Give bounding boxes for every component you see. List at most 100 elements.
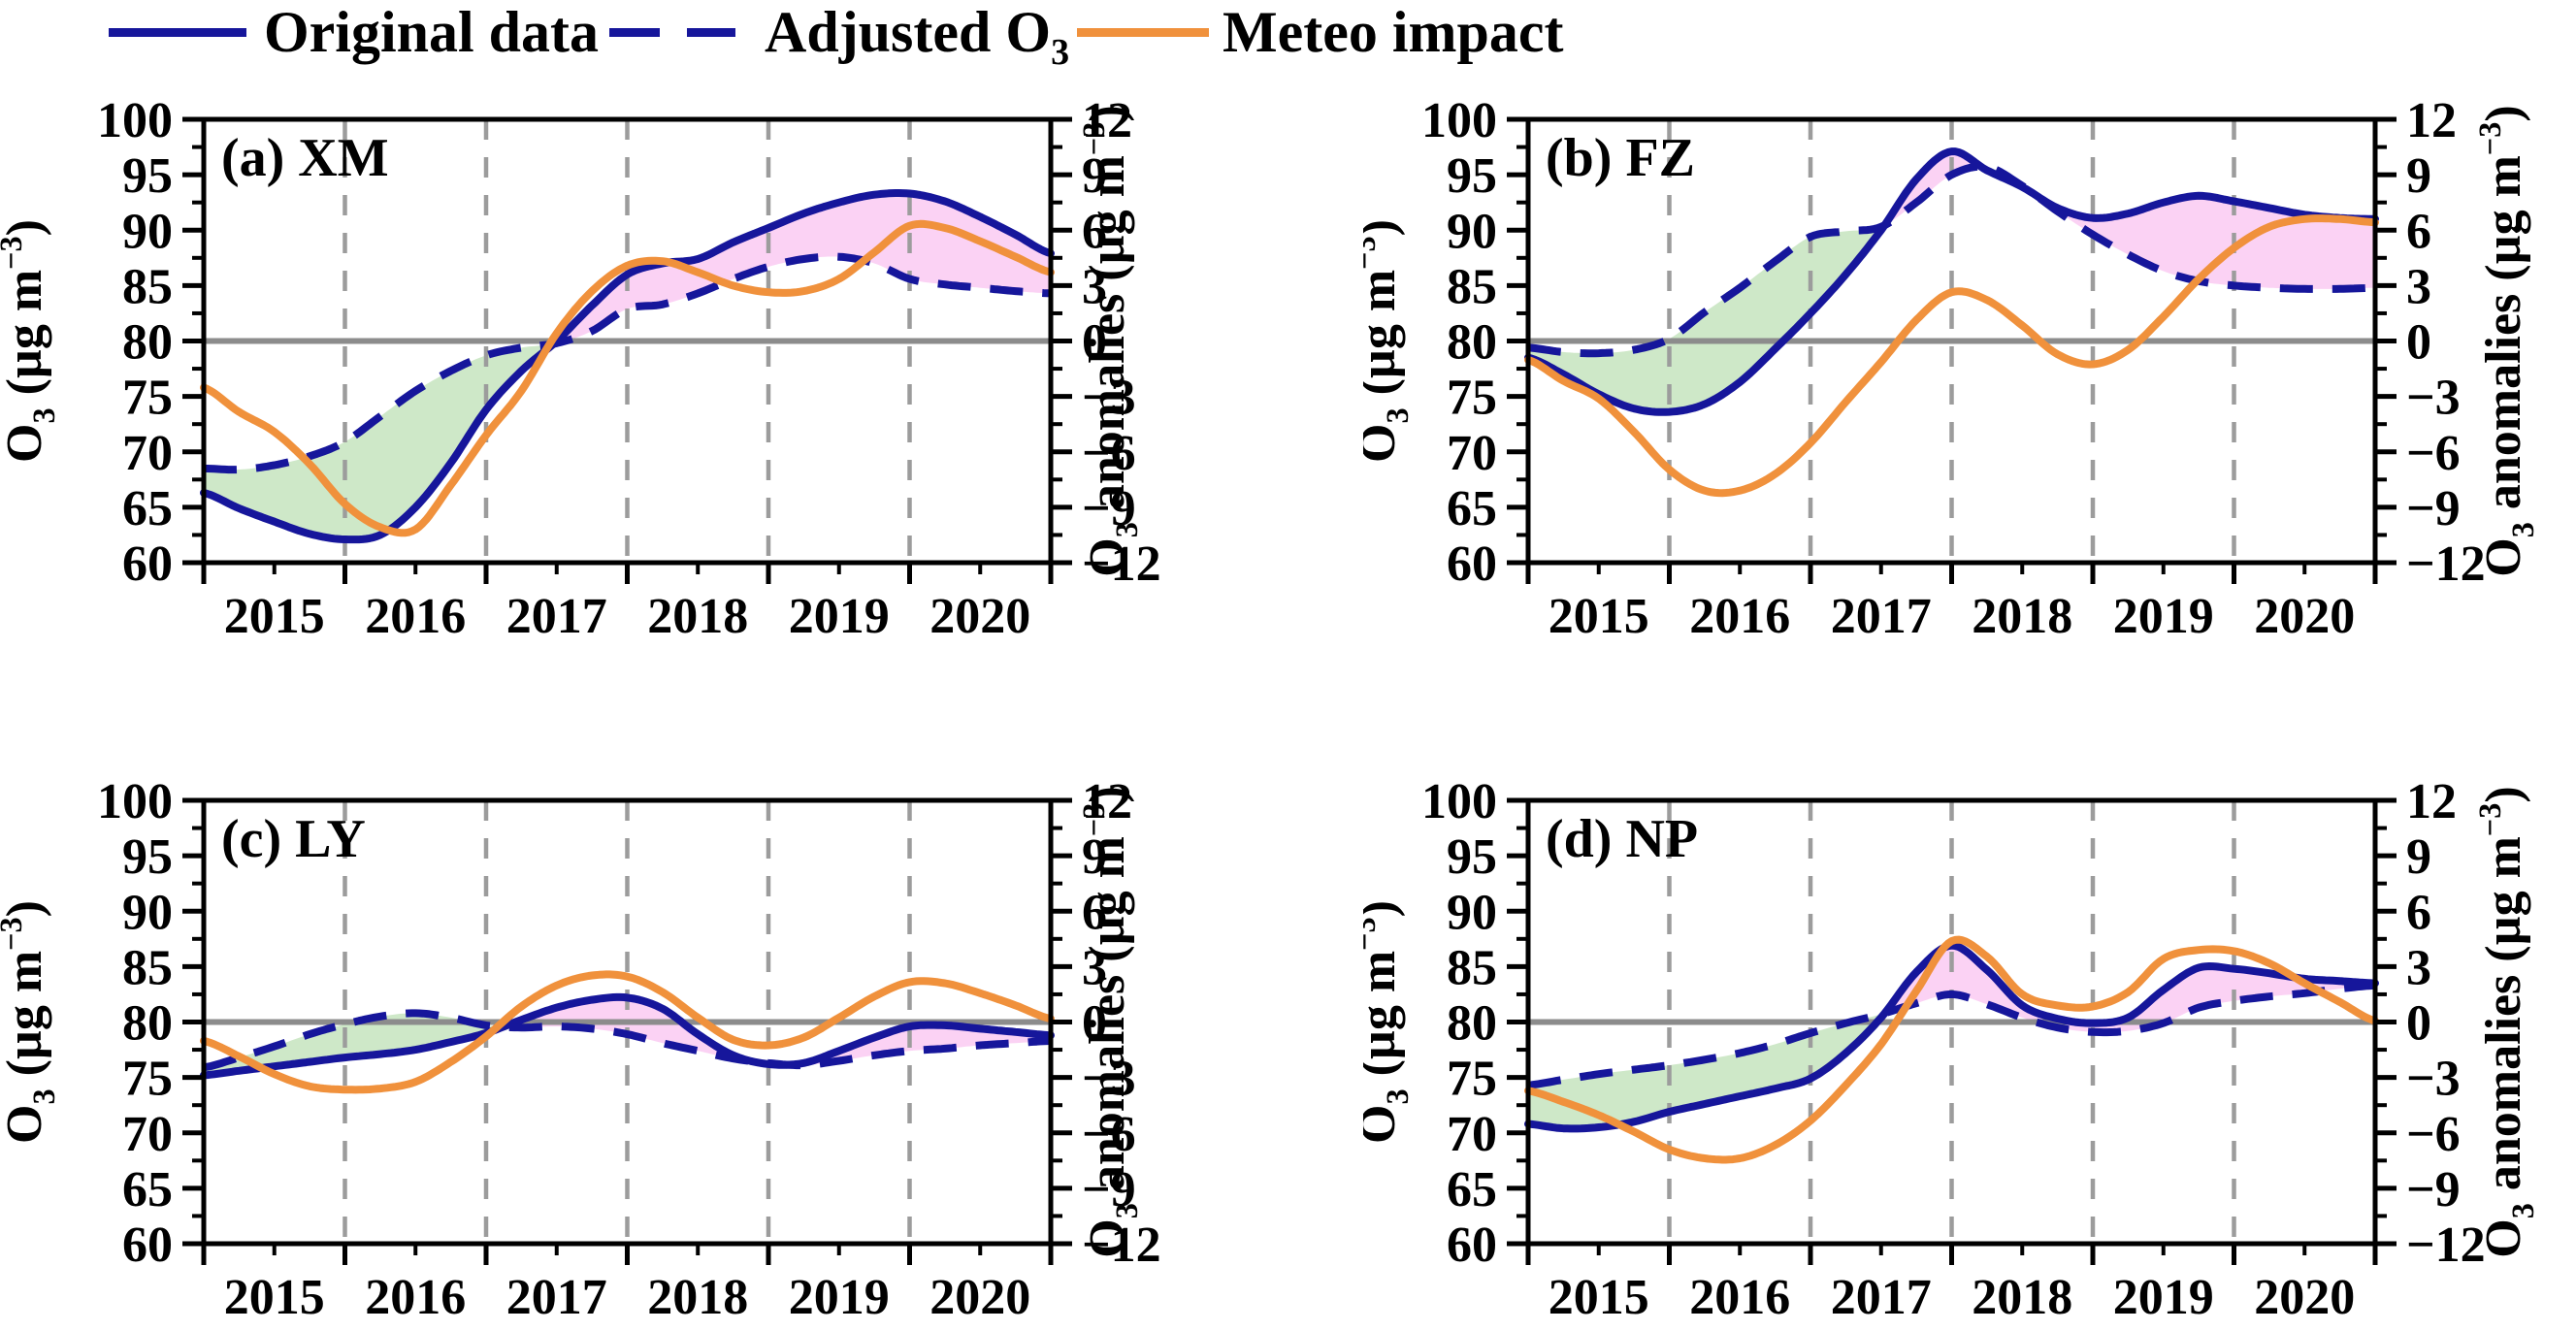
x-tick-label: 2019 [2113, 589, 2214, 644]
x-tick-label: 2015 [224, 1270, 325, 1325]
x-tick-label: 2017 [506, 1270, 607, 1325]
y-left-tick-label: 75 [1447, 1052, 1497, 1107]
adjusted-o3-line [1527, 162, 2376, 358]
legend-label-meteo-impact: Meteo impact [1223, 0, 1564, 64]
x-tick-label: 2017 [1831, 1270, 1932, 1325]
x-tick-label: 2015 [1549, 1270, 1649, 1325]
y-left-tick-label: 80 [122, 315, 173, 371]
y-left-axis-title: O3​ (µg m−3​) [1363, 900, 1415, 1144]
y-left-tick-label: 60 [1447, 536, 1497, 592]
y-left-tick-label: 70 [1447, 1107, 1497, 1162]
x-tick-label: 2018 [647, 1270, 748, 1325]
legend-label-adjusted-o3: Adjusted O3 [765, 0, 1070, 73]
y-right-tick-label: 0 [1082, 996, 1107, 1052]
y-left-tick-label: 60 [122, 1217, 173, 1273]
y-left-axis-title: O3​ (µg m−3​) [1363, 219, 1415, 463]
legend-label-original-data: Original data [264, 0, 600, 64]
y-right-tick-label: −12 [2406, 536, 2486, 592]
y-right-tick-label: 6 [2406, 204, 2431, 259]
x-tick-label: 2020 [929, 589, 1030, 644]
y-right-tick-label: 12 [1082, 774, 1132, 829]
y-right-tick-label: 9 [2406, 148, 2431, 204]
y-left-tick-label: 90 [1447, 885, 1497, 940]
y-left-tick-label: 65 [122, 1162, 173, 1217]
x-tick-label: 2017 [506, 589, 607, 644]
y-right-tick-label: 12 [1082, 93, 1132, 148]
panel-label-a: (a) XM [221, 128, 389, 188]
y-right-tick-label: 9 [1082, 829, 1107, 885]
panel-label-c: (c) LY [221, 809, 366, 869]
y-right-tick-label: 12 [2406, 93, 2457, 148]
fill-adjusted-above-original [204, 1013, 503, 1076]
x-tick-label: 2020 [2254, 589, 2355, 644]
x-tick-label: 2017 [1831, 589, 1932, 644]
panel-label-d: (d) NP [1546, 809, 1698, 869]
y-right-tick-label: −3 [1082, 1052, 1136, 1107]
y-right-tick-label: −12 [1082, 1217, 1161, 1273]
y-left-tick-label: 65 [1447, 481, 1497, 536]
y-right-tick-label: −6 [2406, 1107, 2461, 1162]
x-tick-label: 2019 [789, 1270, 890, 1325]
y-right-axis-title: O3​ anomalies (µg m−3​) [2472, 786, 2540, 1257]
y-right-tick-label: 6 [1082, 204, 1107, 259]
y-left-tick-label: 85 [1447, 259, 1497, 314]
y-right-tick-label: −9 [2406, 481, 2461, 536]
y-right-tick-label: 9 [1082, 148, 1107, 204]
fill-adjusted-above-original [1528, 223, 1887, 412]
y-left-tick-label: 90 [122, 204, 173, 259]
y-left-tick-label: 100 [1421, 774, 1497, 829]
y-left-tick-label: 65 [122, 481, 173, 536]
y-right-tick-label: 9 [2406, 829, 2431, 885]
y-left-tick-label: 85 [1447, 940, 1497, 995]
x-tick-label: 2019 [789, 589, 890, 644]
y-right-tick-label: −12 [2406, 1217, 2486, 1273]
y-left-tick-label: 85 [122, 940, 173, 995]
meteo-impact-line [200, 219, 1055, 537]
adjusted-o3-line [203, 252, 1052, 474]
y-right-tick-label: 6 [2406, 885, 2431, 940]
original-data-line [200, 189, 1055, 544]
y-left-tick-label: 80 [1447, 315, 1497, 371]
panel-label-b: (b) FZ [1546, 128, 1695, 188]
y-left-tick-label: 100 [97, 774, 173, 829]
y-left-tick-label: 80 [1447, 996, 1497, 1052]
x-tick-label: 2018 [1972, 589, 2072, 644]
legend-line-adjusted-o3 [609, 28, 735, 37]
y-left-tick-label: 75 [1447, 371, 1497, 426]
y-left-tick-label: 75 [122, 1052, 173, 1107]
fill-adjusted-above-original [204, 342, 555, 540]
y-left-tick-label: 95 [122, 829, 173, 885]
y-right-tick-label: −6 [1082, 426, 1136, 481]
legend-line-meteo-impact [1077, 28, 1209, 37]
x-tick-label: 2016 [1689, 589, 1790, 644]
y-left-tick-label: 100 [1421, 93, 1497, 148]
y-right-tick-label: −9 [2406, 1162, 2461, 1217]
meteo-impact-line [1524, 214, 2379, 498]
legend-line-original-data [109, 28, 246, 37]
meteo-impact-line [1524, 935, 2379, 1164]
y-right-tick-label: −9 [1082, 1162, 1136, 1217]
original-data-line [200, 992, 1055, 1080]
y-left-tick-label: 70 [1447, 426, 1497, 481]
y-right-tick-label: −6 [2406, 426, 2461, 481]
y-right-tick-label: 3 [1082, 259, 1107, 314]
y-left-tick-label: 95 [122, 148, 173, 204]
y-right-tick-label: 6 [1082, 885, 1107, 940]
y-left-tick-label: 60 [122, 536, 173, 592]
y-left-tick-label: 80 [122, 996, 173, 1052]
x-tick-label: 2019 [2113, 1270, 2214, 1325]
y-left-axis-title: O3​ (µg m−3​) [0, 900, 61, 1144]
y-right-tick-label: 0 [2406, 315, 2431, 371]
original-data-line [1524, 147, 2379, 416]
y-left-tick-label: 75 [122, 371, 173, 426]
y-left-axis-title: O3​ (µg m−3​) [0, 219, 61, 463]
x-tick-label: 2016 [365, 589, 466, 644]
y-right-tick-label: −9 [1082, 481, 1136, 536]
y-right-tick-label: −3 [1082, 371, 1136, 426]
y-left-tick-label: 95 [1447, 148, 1497, 204]
fill-original-above-adjusted [554, 193, 1051, 343]
